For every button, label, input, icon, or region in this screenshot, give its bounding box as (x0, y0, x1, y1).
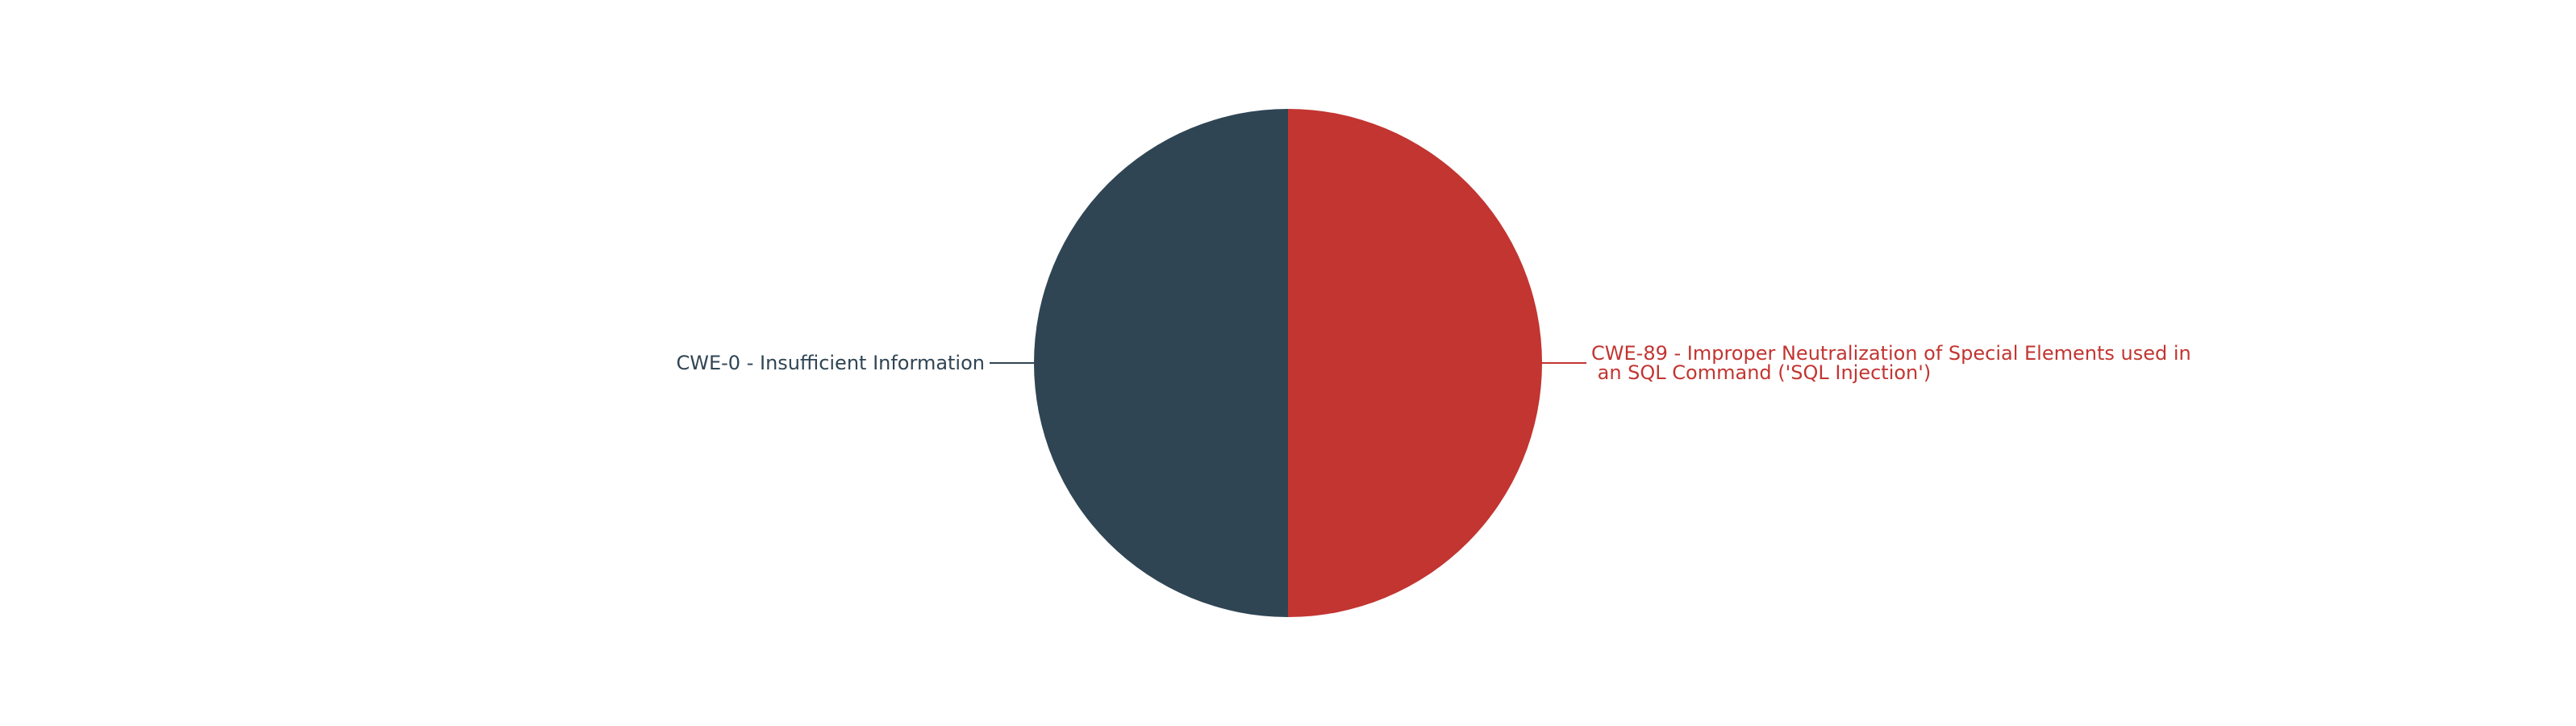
pie-slices (1034, 109, 1542, 617)
pie-slice-0[interactable] (1288, 109, 1542, 617)
pie-slice-1[interactable] (1034, 109, 1288, 617)
slice-label-1: CWE-0 - Insufficient Information (676, 352, 985, 374)
slice-label-0: CWE-89 - Improper Neutralization of Spec… (1591, 342, 2191, 384)
slice-label-line: CWE-0 - Insufficient Information (676, 352, 985, 374)
slice-label-line: CWE-89 - Improper Neutralization of Spec… (1591, 342, 2191, 365)
slice-label-line: an SQL Command ('SQL Injection') (1591, 361, 1931, 384)
slice-labels: CWE-89 - Improper Neutralization of Spec… (676, 342, 2190, 384)
